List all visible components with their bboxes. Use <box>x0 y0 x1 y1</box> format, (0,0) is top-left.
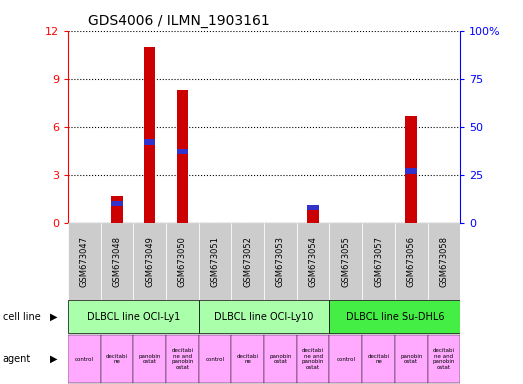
Text: decitabi
ne and
panobin
ostat: decitabi ne and panobin ostat <box>171 348 194 370</box>
FancyBboxPatch shape <box>297 335 329 383</box>
Text: DLBCL line Su-DHL6: DLBCL line Su-DHL6 <box>346 312 444 322</box>
Bar <box>111 201 123 206</box>
Text: agent: agent <box>3 354 31 364</box>
Text: ▶: ▶ <box>50 354 57 364</box>
FancyBboxPatch shape <box>231 335 264 383</box>
Text: decitabi
ne: decitabi ne <box>368 354 390 364</box>
FancyBboxPatch shape <box>329 223 362 300</box>
Text: decitabi
ne and
panobin
ostat: decitabi ne and panobin ostat <box>302 348 324 370</box>
Bar <box>308 205 319 210</box>
Text: GSM673049: GSM673049 <box>145 236 154 286</box>
Bar <box>111 195 123 223</box>
Text: GSM673056: GSM673056 <box>407 236 416 286</box>
Text: cell line: cell line <box>3 312 40 322</box>
FancyBboxPatch shape <box>428 335 460 383</box>
Text: GSM673053: GSM673053 <box>276 236 285 286</box>
Text: decitabi
ne: decitabi ne <box>106 354 128 364</box>
Bar <box>308 207 319 223</box>
FancyBboxPatch shape <box>68 223 100 300</box>
FancyBboxPatch shape <box>264 223 297 300</box>
Bar <box>144 139 155 145</box>
Text: panobin
ostat: panobin ostat <box>269 354 292 364</box>
Text: GSM673048: GSM673048 <box>112 236 121 286</box>
Bar <box>177 90 188 223</box>
Text: panobin
ostat: panobin ostat <box>139 354 161 364</box>
FancyBboxPatch shape <box>166 335 199 383</box>
FancyBboxPatch shape <box>231 223 264 300</box>
Text: panobin
ostat: panobin ostat <box>400 354 423 364</box>
Text: DLBCL line OCI-Ly1: DLBCL line OCI-Ly1 <box>87 312 180 322</box>
FancyBboxPatch shape <box>297 223 329 300</box>
FancyBboxPatch shape <box>264 335 297 383</box>
Text: decitabi
ne: decitabi ne <box>237 354 259 364</box>
Bar <box>144 47 155 223</box>
Text: GSM673058: GSM673058 <box>439 236 448 286</box>
Text: ▶: ▶ <box>50 312 57 322</box>
Text: GSM673050: GSM673050 <box>178 236 187 286</box>
Text: GDS4006 / ILMN_1903161: GDS4006 / ILMN_1903161 <box>88 14 269 28</box>
FancyBboxPatch shape <box>100 223 133 300</box>
FancyBboxPatch shape <box>395 223 428 300</box>
Bar <box>405 168 417 174</box>
Text: GSM673047: GSM673047 <box>80 236 89 286</box>
Text: DLBCL line OCI-Ly10: DLBCL line OCI-Ly10 <box>214 312 314 322</box>
Bar <box>177 149 188 154</box>
FancyBboxPatch shape <box>166 223 199 300</box>
FancyBboxPatch shape <box>329 300 460 333</box>
Text: GSM673052: GSM673052 <box>243 236 252 286</box>
FancyBboxPatch shape <box>68 300 199 333</box>
FancyBboxPatch shape <box>68 335 100 383</box>
Text: GSM673051: GSM673051 <box>211 236 220 286</box>
Text: decitabi
ne and
panobin
ostat: decitabi ne and panobin ostat <box>433 348 455 370</box>
Text: GSM673054: GSM673054 <box>309 236 317 286</box>
FancyBboxPatch shape <box>133 223 166 300</box>
FancyBboxPatch shape <box>199 300 329 333</box>
FancyBboxPatch shape <box>100 335 133 383</box>
FancyBboxPatch shape <box>133 335 166 383</box>
Text: control: control <box>206 356 224 362</box>
FancyBboxPatch shape <box>199 335 231 383</box>
Text: control: control <box>75 356 94 362</box>
FancyBboxPatch shape <box>329 335 362 383</box>
FancyBboxPatch shape <box>395 335 428 383</box>
Text: control: control <box>336 356 355 362</box>
FancyBboxPatch shape <box>199 223 231 300</box>
FancyBboxPatch shape <box>362 223 395 300</box>
Bar <box>405 116 417 223</box>
Text: GSM673055: GSM673055 <box>342 236 350 286</box>
FancyBboxPatch shape <box>428 223 460 300</box>
FancyBboxPatch shape <box>362 335 395 383</box>
Text: GSM673057: GSM673057 <box>374 236 383 286</box>
